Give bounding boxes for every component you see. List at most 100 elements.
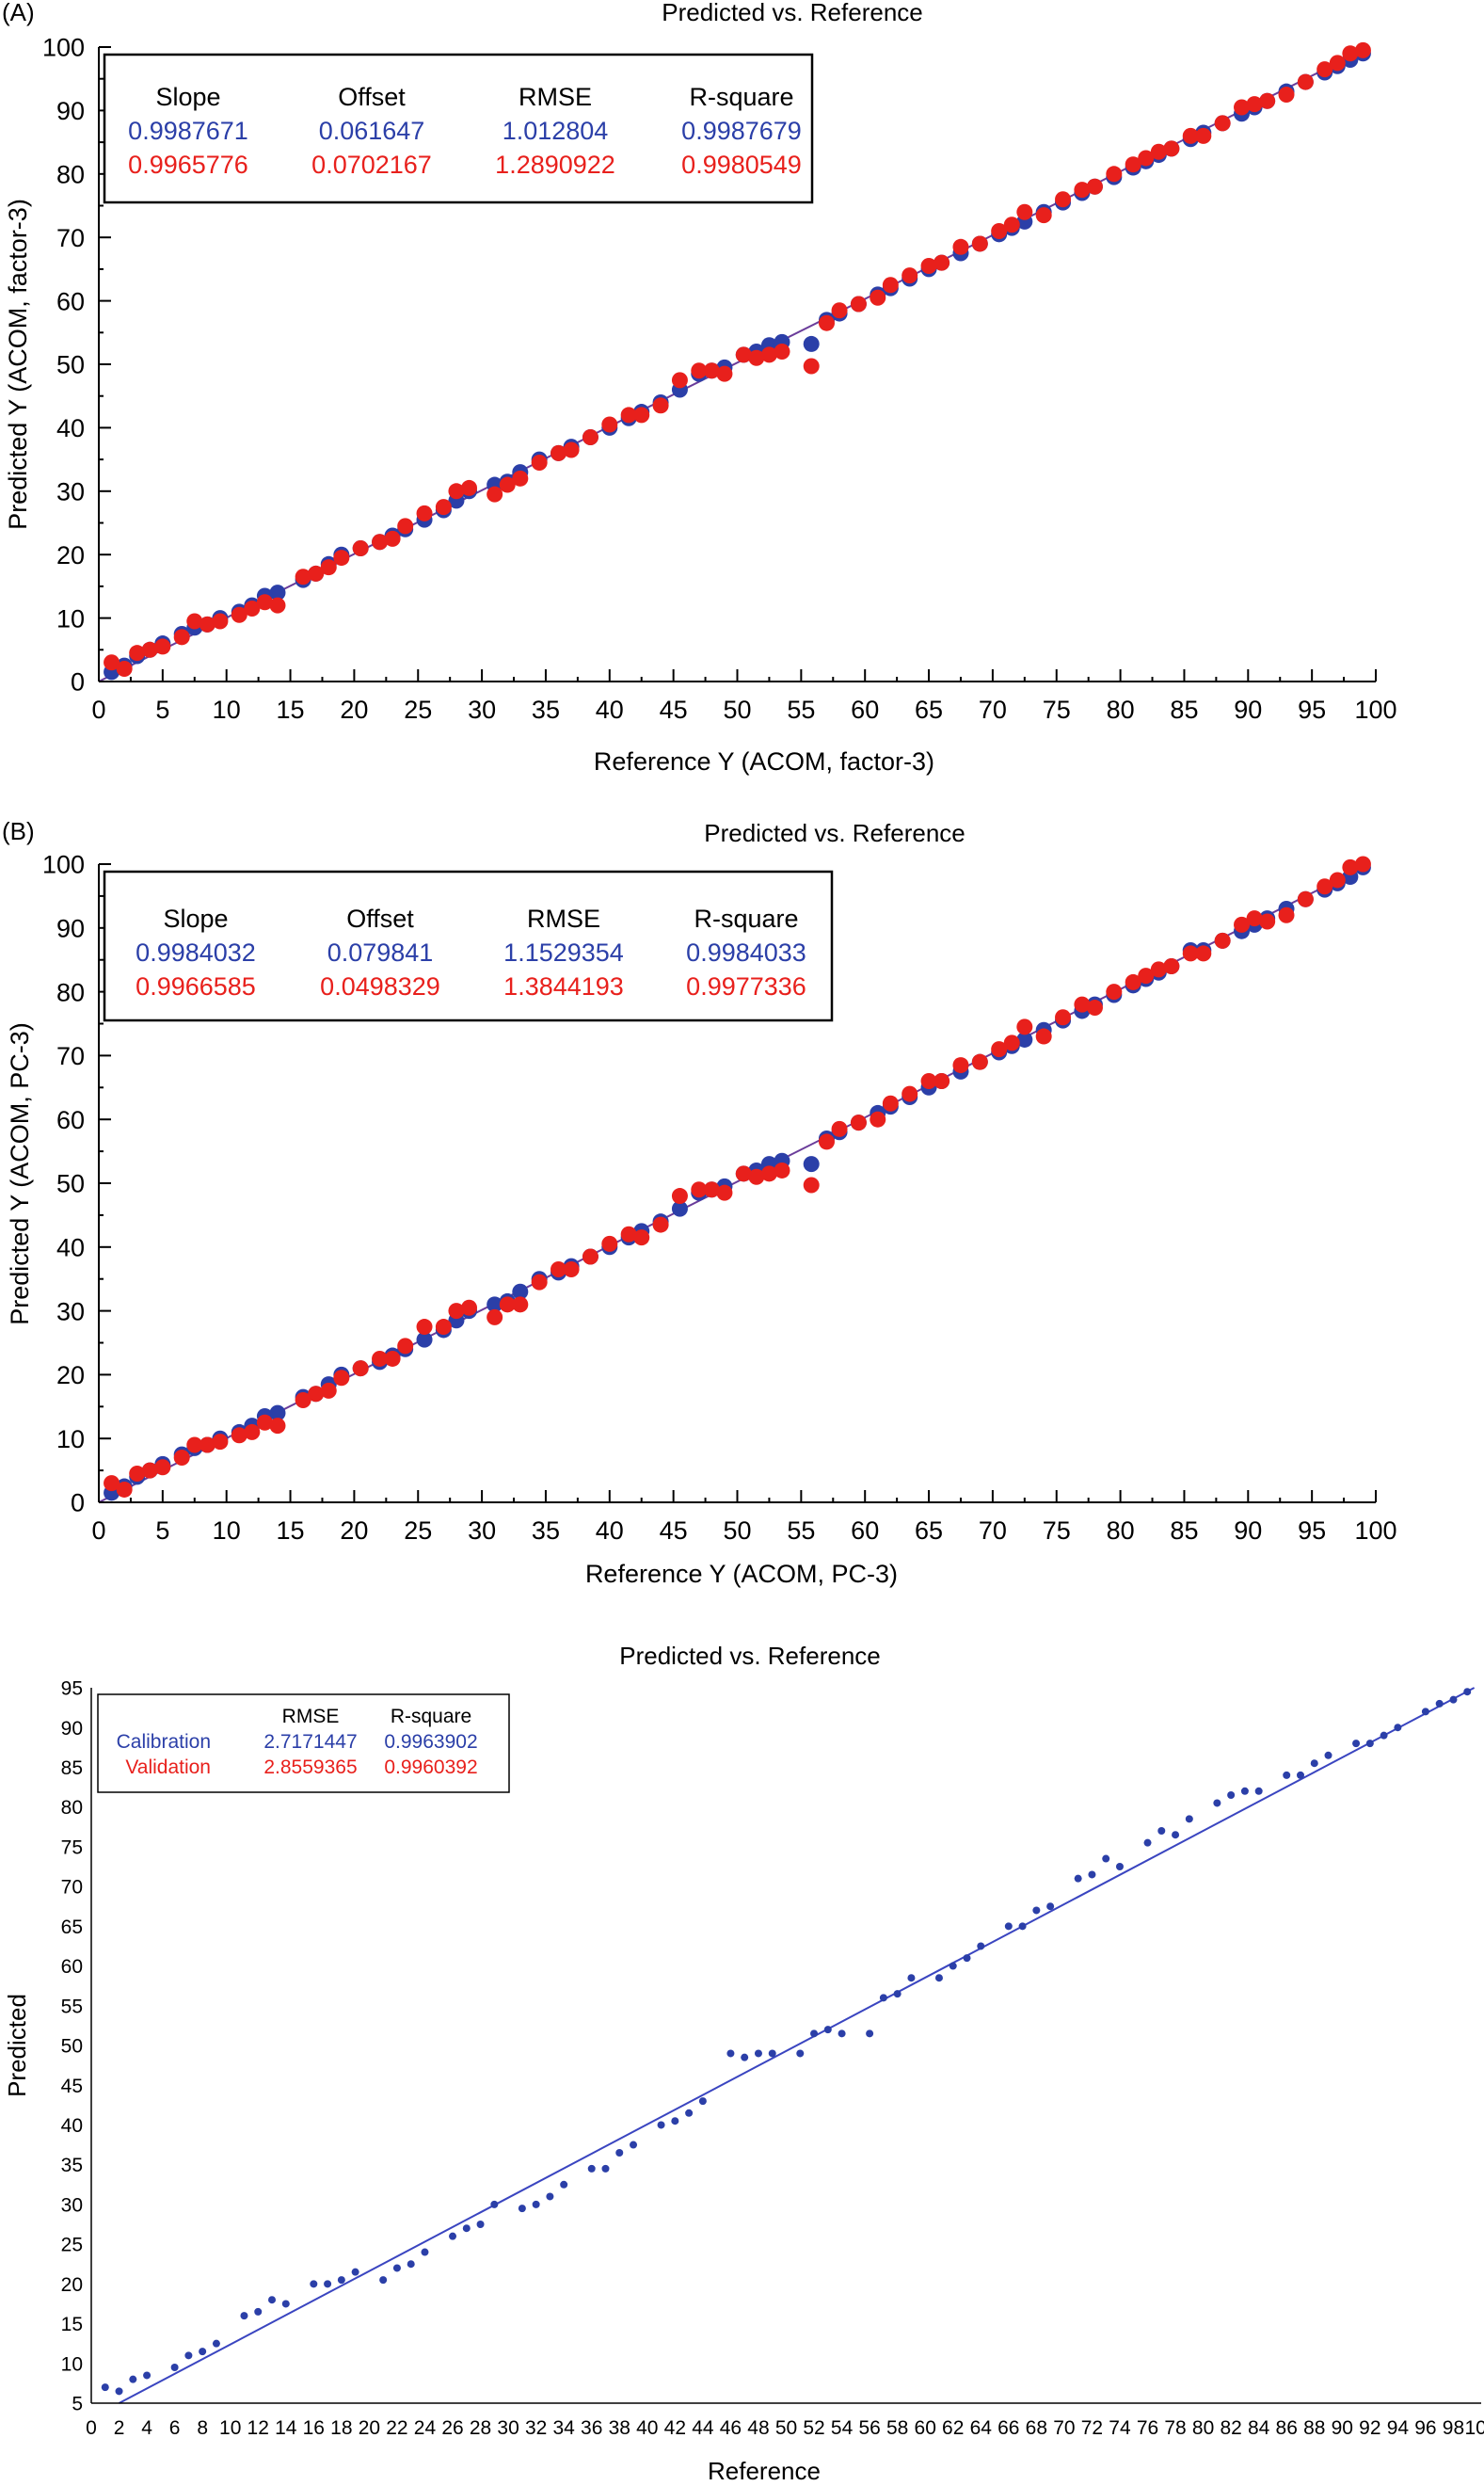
panel-a-validation-point bbox=[199, 616, 215, 633]
panel-b-validation-point bbox=[333, 1370, 350, 1387]
panel-c-y-tick-label: 90 bbox=[61, 1718, 83, 1740]
panel-a-validation-point bbox=[320, 559, 337, 576]
panel-a-y-tick-label: 20 bbox=[56, 541, 85, 569]
panel-a-validation-point bbox=[531, 454, 548, 471]
panel-a-validation-point bbox=[1182, 127, 1199, 144]
panel-c-predicted-point bbox=[546, 2192, 554, 2201]
panel-a-x-tick-label: 80 bbox=[1107, 696, 1135, 724]
panel-a-x-tick-label: 90 bbox=[1234, 696, 1262, 724]
panel-c-x-tick-label: 62 bbox=[942, 2417, 964, 2439]
panel-c-predicted-point bbox=[1352, 1740, 1361, 1748]
panel-c-x-tick-label: 60 bbox=[915, 2417, 936, 2439]
panel-c-x-tick-label: 26 bbox=[441, 2417, 463, 2439]
panel-c-predicted-point bbox=[796, 2049, 805, 2058]
panel-b-val-rmse: 1.3844193 bbox=[503, 972, 624, 1001]
panel-b-val-offset: 0.0498329 bbox=[320, 972, 440, 1001]
panel-b-x-tick-label: 85 bbox=[1170, 1516, 1198, 1545]
panel-b-label: (B) bbox=[2, 817, 35, 845]
panel-a-validation-point bbox=[244, 600, 261, 617]
panel-c-y-tick-label: 65 bbox=[61, 1917, 83, 1938]
panel-c-predicted-point bbox=[449, 2232, 457, 2240]
panel-c-predicted-point bbox=[977, 1942, 985, 1950]
panel-c-predicted-point bbox=[866, 2029, 874, 2038]
panel-c-x-tick-label: 22 bbox=[386, 2417, 407, 2439]
panel-a-x-tick-label: 30 bbox=[468, 696, 496, 724]
panel-b-validation-point bbox=[1195, 945, 1212, 962]
panel-b-x-tick-label: 55 bbox=[787, 1516, 815, 1545]
panel-b-validation-point bbox=[803, 1177, 820, 1194]
panel-a-x-tick-label: 40 bbox=[596, 696, 624, 724]
panel-c-predicted-point bbox=[240, 2312, 248, 2320]
panel-b-validation-point bbox=[1125, 973, 1141, 990]
panel-a-x-tick-label: 0 bbox=[91, 696, 105, 724]
panel-c-x-tick-label: 98 bbox=[1443, 2417, 1464, 2439]
panel-c-predicted-point bbox=[532, 2200, 540, 2208]
panel-a-y-tick-label: 90 bbox=[56, 97, 85, 125]
panel-b-validation-point bbox=[487, 1308, 503, 1325]
panel-a-stats-box-border bbox=[103, 53, 814, 204]
panel-b-validation-point bbox=[1016, 1018, 1033, 1035]
panel-b-validation-point bbox=[831, 1120, 848, 1137]
panel-c-y-axis-label: Predicted bbox=[3, 1994, 31, 2097]
panel-c-predicted-point bbox=[1296, 1771, 1304, 1779]
panel-b-validation-point bbox=[1003, 1034, 1020, 1051]
panel-a-cal-offset: 0.061647 bbox=[319, 117, 425, 145]
panel-c-x-tick-label: 42 bbox=[664, 2417, 686, 2439]
panel-b-validation-point bbox=[320, 1382, 337, 1399]
panel-a-validation-point bbox=[308, 565, 325, 582]
panel-b-validation-point bbox=[1106, 984, 1123, 1001]
panel-a-validation-point bbox=[735, 346, 752, 363]
panel-c-predicted-point bbox=[462, 2224, 471, 2233]
panel-a-x-tick-label: 25 bbox=[404, 696, 432, 724]
panel-a-validation-point bbox=[774, 344, 790, 361]
panel-a-validation-point bbox=[1316, 61, 1333, 78]
panel-a-validation-point bbox=[882, 277, 899, 294]
panel-c-predicted-point bbox=[893, 1990, 902, 1998]
panel-a-validation-point bbox=[1259, 92, 1276, 109]
panel-a-validation-point bbox=[1297, 73, 1314, 90]
panel-c-x-tick-label: 94 bbox=[1387, 2417, 1410, 2439]
panel-c-y-tick-label: 75 bbox=[61, 1836, 83, 1858]
panel-c-x-tick-label: 64 bbox=[970, 2417, 993, 2439]
panel-b-validation-point bbox=[716, 1184, 733, 1201]
panel-c-predicted-point bbox=[476, 2221, 485, 2228]
panel-a-validation-point bbox=[991, 222, 1008, 239]
panel-c-predicted-point bbox=[726, 2049, 735, 2058]
panel-c-predicted-point bbox=[170, 2364, 179, 2371]
panel-c-x-tick-label: 80 bbox=[1192, 2417, 1214, 2439]
panel-a-validation-point bbox=[1195, 127, 1212, 144]
panel-c-predicted-point bbox=[351, 2268, 359, 2276]
panel-b-val-rsquare: 0.9977336 bbox=[686, 972, 806, 1001]
panel-c-predicted-point bbox=[949, 1962, 957, 1970]
panel-a-y-axis-label: Predicted Y (ACOM, factor-3) bbox=[4, 199, 32, 530]
panel-c-y-tick-label: 70 bbox=[61, 1877, 83, 1899]
panel-a-x-tick-label: 60 bbox=[851, 696, 879, 724]
panel-b-x-tick-label: 70 bbox=[979, 1516, 1007, 1545]
panel-b-validation-point bbox=[384, 1350, 401, 1367]
panel-b-calibration-point bbox=[269, 1404, 286, 1421]
panel-b-calibration-point bbox=[1016, 1031, 1033, 1048]
panel-c-predicted-point bbox=[490, 2200, 499, 2208]
panel-b-y-tick-label: 40 bbox=[56, 1234, 85, 1262]
panel-a-x-tick-label: 55 bbox=[787, 696, 815, 724]
panel-c-x-tick-label: 12 bbox=[247, 2417, 269, 2439]
panel-a-y-tick-label: 80 bbox=[56, 161, 85, 189]
panel-b-x-tick-label: 60 bbox=[851, 1516, 879, 1545]
panel-a-validation-point bbox=[141, 641, 158, 658]
panel-b-validation-point bbox=[154, 1459, 171, 1476]
panel-a-validation-point bbox=[416, 505, 433, 521]
panel-a-validation-point bbox=[1342, 45, 1359, 62]
panel-c-predicted-point bbox=[907, 1974, 916, 1982]
panel-c-y-tick-label: 45 bbox=[61, 2076, 83, 2097]
panel-b-validation-point bbox=[1074, 996, 1091, 1013]
panel-b-validation-point bbox=[1354, 856, 1371, 873]
panel-c-x-tick-label: 18 bbox=[330, 2417, 352, 2439]
panel-b-validation-point bbox=[774, 1162, 790, 1179]
panel-b-validation-point bbox=[269, 1418, 286, 1435]
panel-c-predicted-point bbox=[1394, 1724, 1402, 1732]
panel-c-x-tick-label: 90 bbox=[1332, 2417, 1353, 2439]
panel-a-validation-point bbox=[691, 362, 708, 379]
panel-c-calibration-label: Calibration bbox=[117, 1731, 211, 1753]
panel-b-validation-point bbox=[551, 1261, 567, 1278]
